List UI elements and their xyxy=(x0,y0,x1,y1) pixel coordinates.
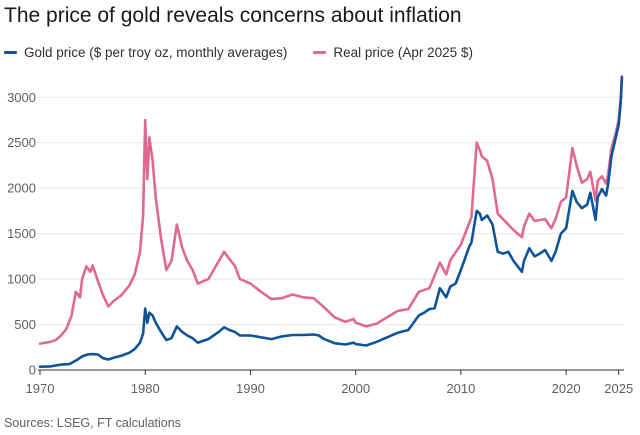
legend: Gold price ($ per troy oz, monthly avera… xyxy=(4,45,499,60)
source-note: Sources: LSEG, FT calculations xyxy=(4,416,181,430)
x-tick-label: 2025 xyxy=(604,381,633,396)
x-tick-label: 1970 xyxy=(26,381,55,396)
legend-swatch-gold xyxy=(4,51,17,54)
chart-title: The price of gold reveals concerns about… xyxy=(4,4,462,27)
y-tick-label: 1000 xyxy=(7,272,36,287)
gridlines xyxy=(38,96,624,326)
series-line-gold-price xyxy=(38,76,624,368)
x-tick-label: 2000 xyxy=(341,381,370,396)
legend-item-gold: Gold price ($ per troy oz, monthly avera… xyxy=(4,45,287,60)
y-tick-label: 2500 xyxy=(7,135,36,150)
y-tick-label: 1500 xyxy=(7,226,36,241)
tick-labels: 0 500 1000 1500 2000 2500 3000 1970 1980 1990 2000… xyxy=(7,90,633,396)
x-axis xyxy=(38,369,624,375)
series-lines xyxy=(38,75,624,368)
x-tick-label: 2020 xyxy=(552,381,581,396)
legend-label-gold: Gold price ($ per troy oz, monthly avera… xyxy=(24,45,288,60)
x-tick-label: 2010 xyxy=(446,381,475,396)
legend-swatch-real xyxy=(313,51,327,54)
legend-label-real: Real price (Apr 2025 $) xyxy=(333,45,473,60)
x-tick-label: 1990 xyxy=(236,381,265,396)
y-tick-label: 500 xyxy=(14,317,36,332)
legend-item-real: Real price (Apr 2025 $) xyxy=(313,45,473,60)
y-tick-label: 0 xyxy=(29,363,36,378)
y-tick-label: 3000 xyxy=(7,90,36,105)
x-tick-label: 1980 xyxy=(131,381,160,396)
series-line-real-price xyxy=(38,75,624,345)
y-tick-label: 2000 xyxy=(7,181,36,196)
